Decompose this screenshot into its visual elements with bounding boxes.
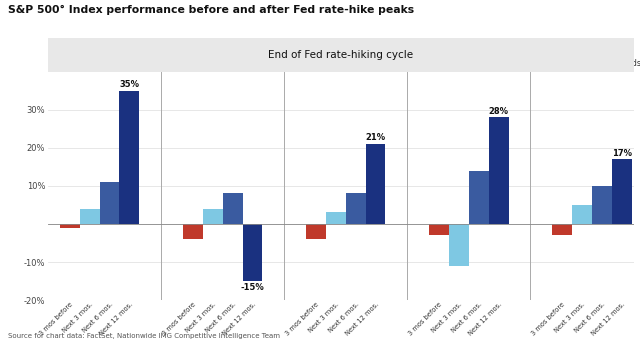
Text: 28%: 28% [488, 107, 509, 116]
Text: Next 6 mos.: Next 6 mos. [573, 301, 606, 334]
Bar [592, 186, 612, 224]
Bar [60, 224, 79, 228]
Text: Next 12 mos.: Next 12 mos. [344, 301, 380, 337]
Text: Next 3 mos.: Next 3 mos. [307, 301, 340, 334]
Text: End of Fed rate-hiking cycle: End of Fed rate-hiking cycle [268, 49, 413, 60]
Bar [449, 224, 468, 266]
Text: Next 12 mos.: Next 12 mos. [98, 301, 134, 337]
Text: Source for chart data: FactSet, Nationwide IMG Competitive Intelligence Team: Source for chart data: FactSet, Nationwi… [8, 333, 280, 339]
Bar [489, 117, 509, 224]
Text: 3 mos before: 3 mos before [38, 301, 74, 337]
Text: Next 12 mos.: Next 12 mos. [221, 301, 257, 337]
Text: Next 3 mos.: Next 3 mos. [184, 301, 217, 334]
Text: Next 3 mos.: Next 3 mos. [61, 301, 94, 334]
Text: -15%: -15% [241, 283, 264, 292]
Bar [100, 182, 120, 224]
Bar [552, 224, 572, 235]
Text: 35%: 35% [120, 80, 140, 89]
Text: 3 mos before: 3 mos before [531, 301, 566, 337]
Bar [120, 91, 140, 224]
Text: S&P 500° Index performance before and after Fed rate-hike peaks: S&P 500° Index performance before and af… [8, 5, 414, 15]
Text: Next 3 mos.: Next 3 mos. [554, 301, 586, 334]
Text: Next 6 mos.: Next 6 mos. [204, 301, 237, 334]
Text: Apr. 17, 2000: Apr. 17, 2000 [196, 59, 250, 68]
Bar [612, 159, 632, 224]
Text: 3 mos before: 3 mos before [408, 301, 443, 337]
Bar [468, 170, 489, 224]
Text: Jun. 26, 2006: Jun. 26, 2006 [319, 59, 372, 68]
Text: 21%: 21% [365, 133, 386, 143]
Text: Next 12 mos.: Next 12 mos. [590, 301, 626, 337]
Text: Average for all 4 periods: Average for all 4 periods [542, 59, 640, 68]
Bar [365, 144, 385, 224]
Text: Next 6 mos.: Next 6 mos. [81, 301, 114, 334]
Bar [429, 224, 449, 235]
Text: 17%: 17% [612, 149, 632, 158]
Bar [203, 209, 223, 224]
Text: Next 6 mos.: Next 6 mos. [451, 301, 483, 334]
Text: Next 6 mos.: Next 6 mos. [327, 301, 360, 334]
Text: Next 3 mos.: Next 3 mos. [431, 301, 463, 334]
Text: Dec. 19, 2018: Dec. 19, 2018 [441, 59, 497, 68]
Bar [183, 224, 203, 239]
Text: 3 mos before: 3 mos before [161, 301, 197, 337]
Bar [346, 193, 365, 224]
Bar [306, 224, 326, 239]
Text: 3 mos before: 3 mos before [285, 301, 320, 337]
Bar [223, 193, 243, 224]
Text: Jan. 31, 1995: Jan. 31, 1995 [74, 59, 126, 68]
Text: Next 12 mos.: Next 12 mos. [467, 301, 503, 337]
Bar [243, 224, 262, 281]
Bar [326, 212, 346, 224]
Bar [572, 205, 592, 224]
Bar [79, 209, 100, 224]
